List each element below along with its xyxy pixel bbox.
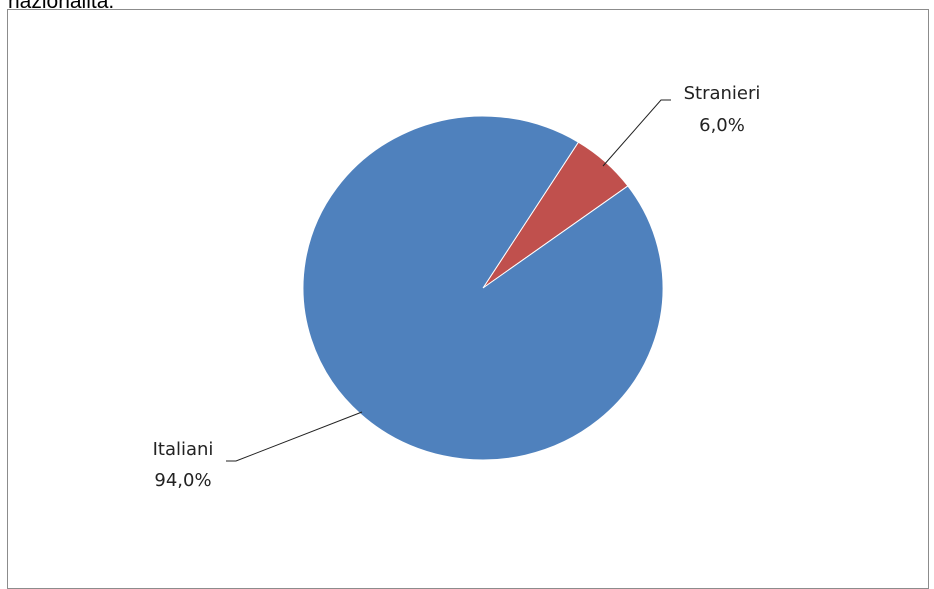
pie-slices <box>302 115 664 461</box>
label-stranieri-name: Stranieri <box>684 83 761 104</box>
label-stranieri-value: 6,0% <box>699 115 745 136</box>
label-italiani-name: Italiani <box>153 439 214 460</box>
leader-line-stranieri <box>602 99 671 167</box>
pie-slice-italiani <box>302 115 664 461</box>
leader-lines <box>226 99 671 462</box>
leader-line-italiani <box>226 411 363 462</box>
label-italiani-value: 94,0% <box>154 470 211 491</box>
